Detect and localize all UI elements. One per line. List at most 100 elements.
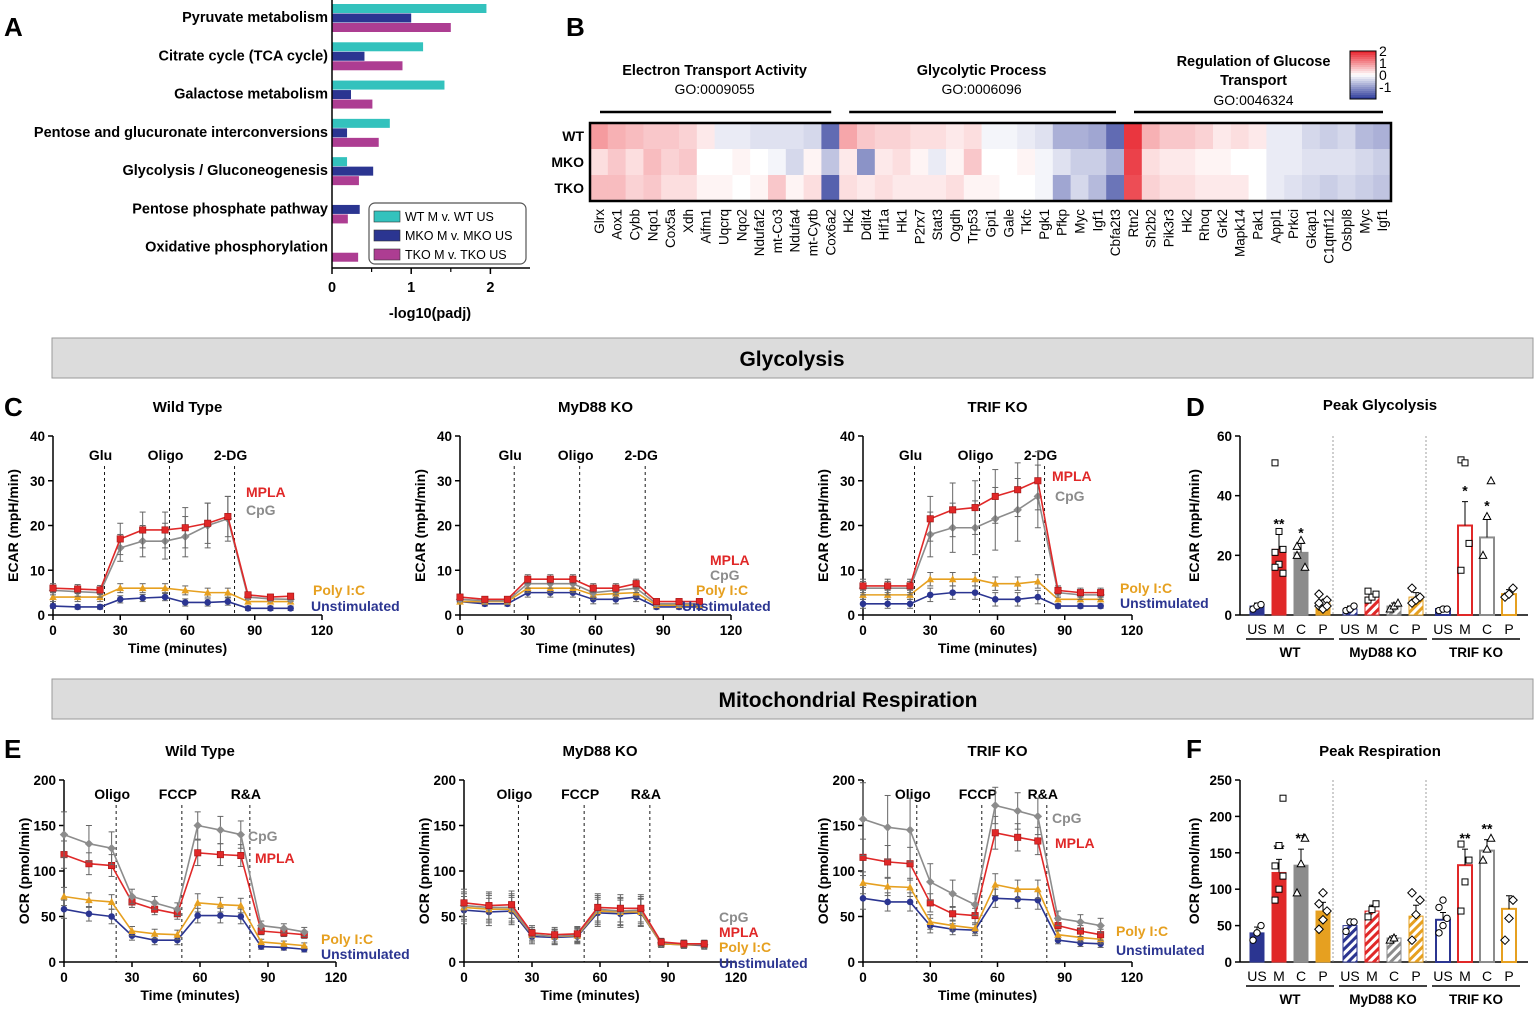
b-cell <box>1159 123 1178 150</box>
c-point-unstimulated <box>116 596 124 603</box>
e-x-tick-label: 120 <box>325 970 348 985</box>
b-cell <box>1106 149 1125 176</box>
b-gene-label: Pfkp <box>1055 209 1070 236</box>
c-y-tick-label: 30 <box>840 474 855 489</box>
e-injection-label: Oligo <box>94 786 130 802</box>
e-point-poly-ic <box>926 917 935 925</box>
b-colorbar-step <box>1350 83 1376 86</box>
e-point-unstimulated <box>1077 939 1084 947</box>
b-gene-label: Xdh <box>681 209 696 233</box>
b-cell <box>910 175 929 202</box>
e-point-mpla <box>594 903 602 911</box>
e-y-tick-label: 150 <box>33 819 56 834</box>
e-point-mpla <box>680 940 688 948</box>
a-legend-swatch <box>373 210 401 223</box>
c-series-label-cpg: CpG <box>710 567 740 583</box>
e-subplot-title: TRIF KO <box>968 743 1028 760</box>
a-bar <box>332 23 451 32</box>
c-point-mpla <box>906 582 914 590</box>
c-point-mpla <box>1076 589 1084 597</box>
c-y-label: ECAR (mpH/min) <box>5 469 21 582</box>
b-cell <box>821 175 840 202</box>
f-category-label: P <box>1504 968 1513 984</box>
e-point-cpg <box>193 821 202 830</box>
c-point-poly-ic <box>926 575 935 583</box>
c-injection-label: Glu <box>499 447 522 463</box>
b-gene-label: Aifm1 <box>699 209 714 244</box>
e-point-poly-ic <box>1013 885 1022 893</box>
c-series-line-mpla <box>52 515 291 598</box>
f-data-point <box>1275 842 1283 850</box>
banner-respiration-bg <box>51 678 1534 720</box>
d-y-tick-label: 20 <box>1217 548 1232 563</box>
c-y-label: ECAR (mpH/min) <box>815 469 831 582</box>
b-cell <box>1195 123 1214 150</box>
c-series-label-poly-i-c: Poly I:C <box>313 582 365 598</box>
c-x-tick-label: 120 <box>311 623 334 638</box>
d-category-label: C <box>1482 621 1492 637</box>
e-subplot-title: Wild Type <box>165 743 235 760</box>
d-data-point <box>1461 459 1469 467</box>
d-data-point <box>1415 592 1425 603</box>
b-cell <box>1070 175 1089 202</box>
e-point-mpla <box>216 851 224 859</box>
a-bar <box>332 204 360 214</box>
e-point-unstimulated <box>85 910 93 918</box>
b-gene-label: Myc <box>1073 209 1088 234</box>
b-cell <box>874 123 893 150</box>
e-y-tick-label: 200 <box>832 773 855 788</box>
c-x-tick-label: 60 <box>588 623 603 638</box>
a-bar <box>332 118 390 128</box>
e-y-tick-label: 0 <box>847 955 855 970</box>
b-gene-label: Cybb <box>628 209 643 241</box>
c-series-label-unstimulated: Unstimulated <box>1120 595 1209 611</box>
b-cell <box>1302 149 1321 176</box>
f-category-label: M <box>1273 968 1285 984</box>
banner-glycolysis-bg <box>51 337 1534 379</box>
c-point-unstimulated <box>991 596 999 603</box>
d-significance: * <box>1298 524 1304 540</box>
b-cell <box>768 149 787 176</box>
c-point-unstimulated <box>859 600 867 608</box>
d-data-point <box>1364 587 1372 595</box>
f-y-tick-label: 250 <box>1209 773 1232 788</box>
e-point-cpg <box>905 825 915 835</box>
a-bar <box>332 157 348 167</box>
e-point-mpla <box>551 931 559 939</box>
b-cell <box>750 123 769 150</box>
panel-letter-a: A <box>4 12 23 42</box>
f-data-point <box>1435 903 1443 912</box>
d-group-label: MyD88 KO <box>1349 645 1417 660</box>
e-point-cpg <box>1096 921 1105 930</box>
f-data-point <box>1411 909 1421 920</box>
b-cell <box>1177 175 1196 202</box>
d-category-label: P <box>1504 621 1513 637</box>
f-data-point <box>1407 935 1417 946</box>
c-x-tick-label: 30 <box>113 623 128 638</box>
b-cell <box>821 149 840 176</box>
f-significance: ** <box>1460 830 1471 846</box>
b-heatmap-border <box>588 121 1393 203</box>
c-x-label: Time (minutes) <box>938 640 1037 656</box>
b-cell <box>1248 149 1267 176</box>
b-cell <box>1337 123 1356 150</box>
b-group-title: Electron Transport Activity <box>622 63 807 79</box>
b-gene-label: Ndufaf2 <box>752 209 767 256</box>
e-point-unstimulated <box>1014 895 1021 903</box>
d-y-tick-label: 0 <box>1224 608 1232 623</box>
c-y-tick-label: 10 <box>30 563 45 578</box>
b-cell <box>1088 149 1107 176</box>
c-series-line-cpg <box>52 517 291 601</box>
b-gene-label: Glrx <box>592 209 607 234</box>
e-series-line-mpla <box>463 902 705 945</box>
b-cell <box>732 123 751 150</box>
a-bar <box>332 252 359 262</box>
c-point-mpla <box>266 593 274 601</box>
e-point-unstimulated <box>108 913 115 920</box>
b-gene-label: Trp53 <box>966 209 981 244</box>
f-group-label: MyD88 KO <box>1349 992 1417 1007</box>
b-gene-label: Hif1a <box>877 209 892 241</box>
b-cell <box>1319 149 1338 176</box>
c-injection-label: 2-DG <box>214 447 248 463</box>
b-gene-label: Cox6a2 <box>823 209 838 256</box>
